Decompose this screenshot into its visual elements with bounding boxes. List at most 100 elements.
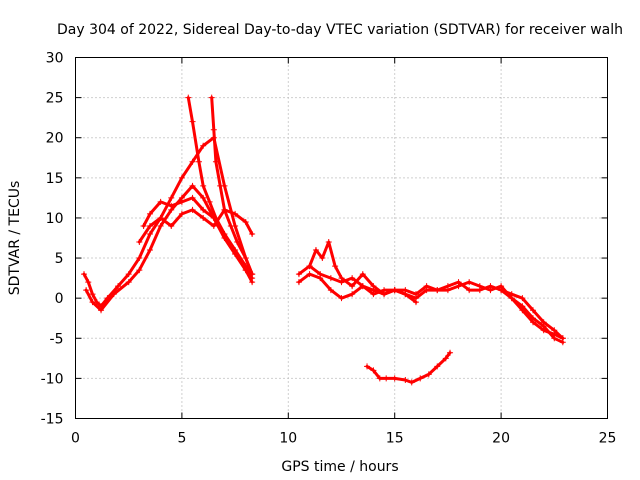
data-point bbox=[125, 271, 132, 278]
data-point bbox=[434, 287, 441, 294]
data-point bbox=[295, 271, 302, 278]
data-point bbox=[227, 222, 234, 229]
data-point bbox=[370, 283, 377, 290]
data-point bbox=[487, 287, 494, 294]
data-point bbox=[359, 283, 366, 290]
data-point bbox=[519, 295, 526, 302]
data-point bbox=[412, 291, 419, 298]
data-point bbox=[381, 291, 388, 298]
data-point bbox=[85, 279, 92, 286]
x-tick-label: 10 bbox=[279, 431, 297, 447]
data-point bbox=[338, 275, 345, 282]
data-point bbox=[327, 287, 334, 294]
data-point bbox=[242, 255, 249, 262]
data-point bbox=[83, 287, 90, 294]
data-point bbox=[168, 194, 175, 201]
plot-frame bbox=[75, 57, 608, 419]
chart-title: Day 304 of 2022, Sidereal Day-to-day VTE… bbox=[57, 22, 623, 38]
data-point bbox=[200, 182, 207, 189]
y-tick-label: 0 bbox=[55, 291, 64, 307]
data-point bbox=[146, 210, 153, 217]
data-point bbox=[391, 287, 398, 294]
data-point bbox=[89, 299, 96, 306]
data-point bbox=[332, 263, 339, 270]
data-point bbox=[402, 291, 409, 298]
data-point bbox=[391, 375, 398, 382]
series-trace bbox=[186, 96, 254, 276]
y-tick-labels: -15 -10 -5 0 5 10 15 20 25 30 bbox=[41, 51, 64, 428]
data-point bbox=[200, 206, 207, 213]
series-trace bbox=[142, 196, 254, 280]
y-tick-label: -5 bbox=[50, 331, 64, 347]
data-point bbox=[168, 202, 175, 209]
x-tick-label: 15 bbox=[386, 431, 404, 447]
data-point bbox=[434, 363, 441, 370]
data-point bbox=[232, 210, 239, 217]
data-point bbox=[312, 247, 319, 254]
data-point bbox=[189, 158, 196, 165]
data-point bbox=[195, 158, 202, 165]
data-point bbox=[402, 376, 409, 383]
data-point bbox=[295, 279, 302, 286]
data-point bbox=[359, 271, 366, 278]
data-point bbox=[327, 275, 334, 282]
data-point bbox=[325, 239, 332, 246]
data-point bbox=[364, 363, 371, 370]
data-point bbox=[540, 327, 547, 334]
data-point bbox=[136, 267, 143, 274]
data-point bbox=[200, 142, 207, 149]
data-point bbox=[212, 158, 219, 165]
data-point bbox=[466, 279, 473, 286]
series-arc-10 bbox=[498, 287, 566, 342]
data-point bbox=[519, 307, 526, 314]
data-point bbox=[178, 210, 185, 217]
data-point bbox=[110, 291, 117, 298]
series-trace bbox=[297, 272, 565, 344]
data-point bbox=[425, 371, 432, 378]
data-point bbox=[200, 214, 207, 221]
data-point bbox=[212, 214, 219, 221]
data-point bbox=[249, 271, 256, 278]
y-tick-label: -10 bbox=[41, 371, 64, 387]
data-point bbox=[189, 194, 196, 201]
data-point bbox=[376, 375, 383, 382]
data-point bbox=[447, 349, 454, 356]
data-point bbox=[559, 335, 566, 342]
data-point bbox=[210, 126, 217, 133]
data-point bbox=[242, 218, 249, 225]
series-arc-5 bbox=[185, 94, 256, 278]
data-point bbox=[125, 279, 132, 286]
data-point bbox=[217, 182, 224, 189]
data-point bbox=[208, 94, 215, 101]
data-point bbox=[370, 367, 377, 374]
series-trace bbox=[82, 136, 254, 308]
data-point bbox=[146, 222, 153, 229]
series-arc-8 bbox=[295, 271, 566, 346]
x-tick-label: 5 bbox=[177, 431, 186, 447]
x-tick-label: 25 bbox=[599, 431, 617, 447]
data-point bbox=[383, 375, 390, 382]
data-point bbox=[349, 283, 356, 290]
data-point bbox=[157, 222, 164, 229]
data-point bbox=[412, 299, 419, 306]
data-point bbox=[317, 275, 324, 282]
y-tick-label: 25 bbox=[46, 91, 64, 107]
data-point bbox=[417, 375, 424, 382]
data-point bbox=[442, 355, 449, 362]
data-point bbox=[146, 230, 153, 237]
data-point bbox=[178, 174, 185, 181]
series-trace bbox=[365, 351, 452, 384]
data-point bbox=[185, 94, 192, 101]
data-point bbox=[423, 283, 430, 290]
data-point bbox=[200, 194, 207, 201]
data-point bbox=[115, 283, 122, 290]
data-point bbox=[455, 283, 462, 290]
data-point bbox=[89, 291, 96, 298]
data-point bbox=[338, 295, 345, 302]
data-point bbox=[349, 275, 356, 282]
x-tick-label: 0 bbox=[71, 431, 80, 447]
series-trace bbox=[137, 208, 254, 244]
data-point bbox=[210, 222, 217, 229]
data-series bbox=[81, 94, 566, 386]
